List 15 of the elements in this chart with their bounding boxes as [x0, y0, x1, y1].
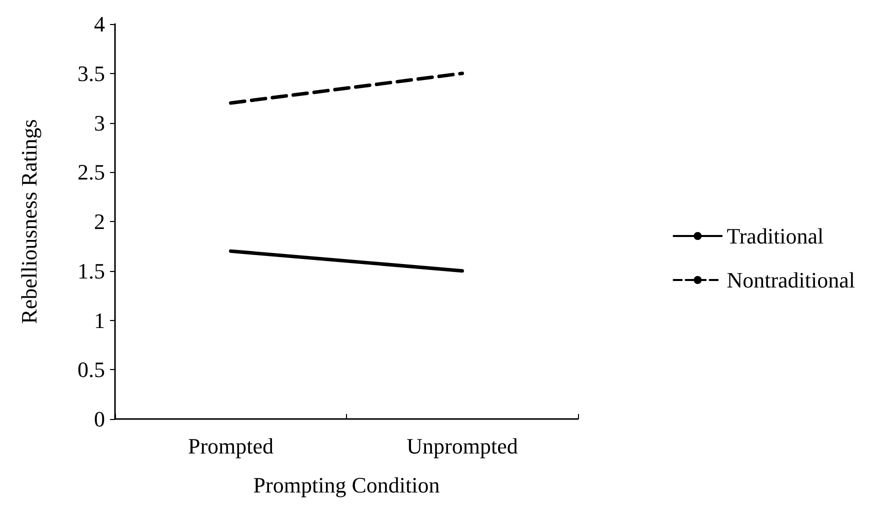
y-tick-label: 1.5 — [78, 258, 105, 284]
y-tick-label: 4 — [94, 12, 105, 36]
legend-label: Nontraditional — [726, 268, 856, 292]
y-tick-label: 2 — [94, 209, 105, 234]
y-tick-label: 1 — [94, 308, 105, 333]
y-tick-label: 2.5 — [78, 160, 105, 185]
y-tick-label: 0 — [94, 406, 105, 432]
legend-label: Traditional — [726, 224, 824, 248]
x-tick-label: Unprompted — [406, 434, 518, 458]
x-tick-label: Prompted — [188, 434, 274, 458]
y-tick-label: 3 — [94, 110, 105, 136]
y-tick-label: 3.5 — [78, 60, 105, 86]
y-tick-label: 0.5 — [78, 357, 105, 382]
x-axis-title: Prompting Condition — [253, 472, 440, 498]
y-axis-title: Rebelliousness Ratings — [16, 119, 42, 324]
